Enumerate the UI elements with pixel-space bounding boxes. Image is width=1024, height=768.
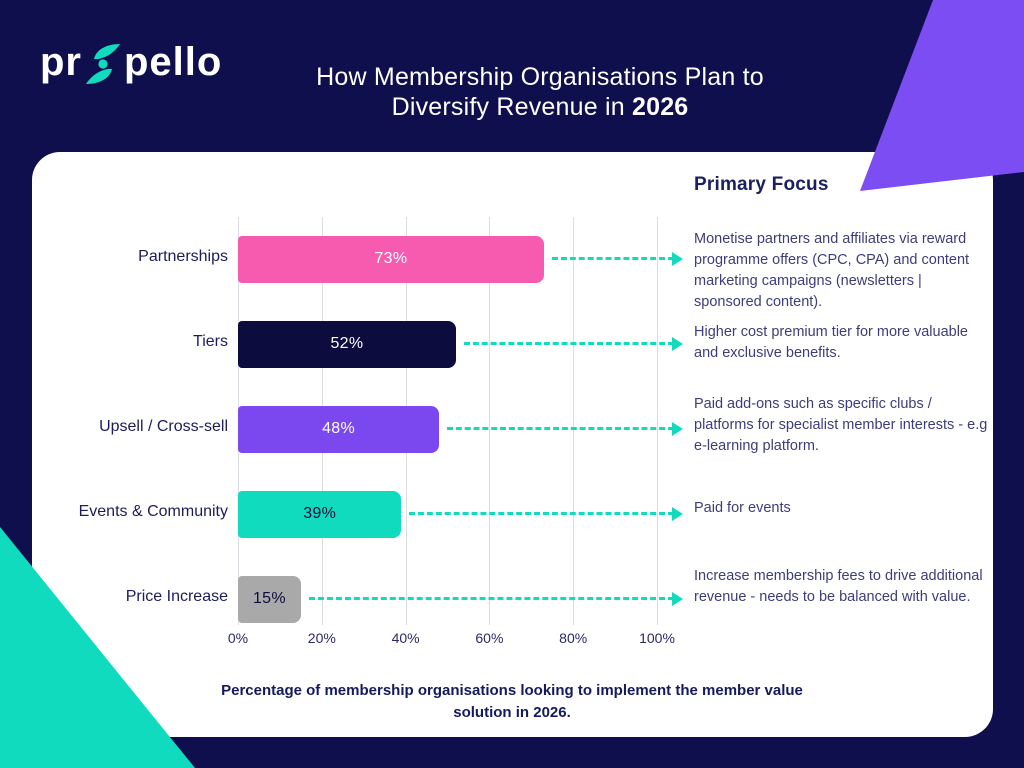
- gridline: [657, 217, 658, 625]
- bar: 73%: [238, 235, 544, 283]
- category-label: Events & Community: [78, 503, 228, 520]
- bar: 48%: [238, 405, 440, 453]
- arrowhead-icon: [672, 422, 683, 436]
- chart-area: 0% 20% 40% 60% 80% 100% Partnerships 73% Monetis…: [32, 152, 993, 737]
- logo-text-pre: pr: [40, 39, 82, 84]
- arrowhead-icon: [672, 507, 683, 521]
- category-label: Partnerships: [138, 248, 228, 265]
- axis-tick-label: 20%: [307, 630, 336, 646]
- axis-tick-label: 60%: [475, 630, 504, 646]
- arrowhead-icon: [672, 337, 683, 351]
- axis-tick-label: 100%: [639, 630, 675, 646]
- focus-description: Increase membership fees to drive additi…: [694, 568, 983, 605]
- connector-arrow: [463, 342, 674, 345]
- axis-tick-label: 40%: [391, 630, 420, 646]
- page-title: How Membership Organisations Plan to Div…: [252, 62, 828, 122]
- focus-description: Paid add-ons such as specific clubs / pl…: [694, 396, 988, 454]
- bar: 15%: [238, 575, 301, 623]
- focus-description: Monetise partners and affiliates via rew…: [694, 231, 970, 310]
- logo-text-post: pello: [124, 39, 223, 84]
- gridline: [489, 217, 491, 625]
- arrowhead-icon: [672, 592, 683, 606]
- gridline: [573, 217, 575, 625]
- propello-logo: pr pello: [40, 36, 222, 88]
- chart-card: 0% 20% 40% 60% 80% 100% Partnerships 73% Monetis…: [32, 152, 993, 737]
- connector-arrow: [551, 257, 674, 260]
- title-year: 2026: [631, 93, 689, 121]
- focus-description: Paid for events: [694, 500, 791, 516]
- primary-focus-heading: Primary Focus: [694, 174, 829, 195]
- title-line-2: Diversify Revenue in: [391, 93, 632, 121]
- bar-value-label: 48%: [322, 420, 356, 437]
- bar-value-label: 39%: [303, 505, 337, 522]
- connector-arrow: [447, 427, 674, 430]
- category-label: Tiers: [193, 333, 228, 350]
- connector-arrow: [409, 512, 674, 515]
- chart-caption: Percentage of membership organisations l…: [221, 682, 803, 721]
- category-label: Upsell / Cross-sell: [99, 418, 228, 435]
- bar: 39%: [238, 490, 402, 538]
- title-line-1: How Membership Organisations Plan to: [316, 63, 764, 91]
- category-label: Price Increase: [125, 588, 228, 605]
- bar-value-label: 52%: [330, 335, 364, 352]
- bar-value-label: 73%: [374, 250, 408, 267]
- propello-swirl-icon: [86, 44, 120, 84]
- bar-value-label: 15%: [252, 590, 286, 607]
- axis-tick-label: 80%: [559, 630, 588, 646]
- connector-arrow: [308, 597, 674, 600]
- arrowhead-icon: [672, 252, 683, 266]
- focus-description: Higher cost premium tier for more valuab…: [694, 324, 968, 361]
- bar: 52%: [238, 320, 456, 368]
- axis-tick-label: 0%: [227, 630, 249, 646]
